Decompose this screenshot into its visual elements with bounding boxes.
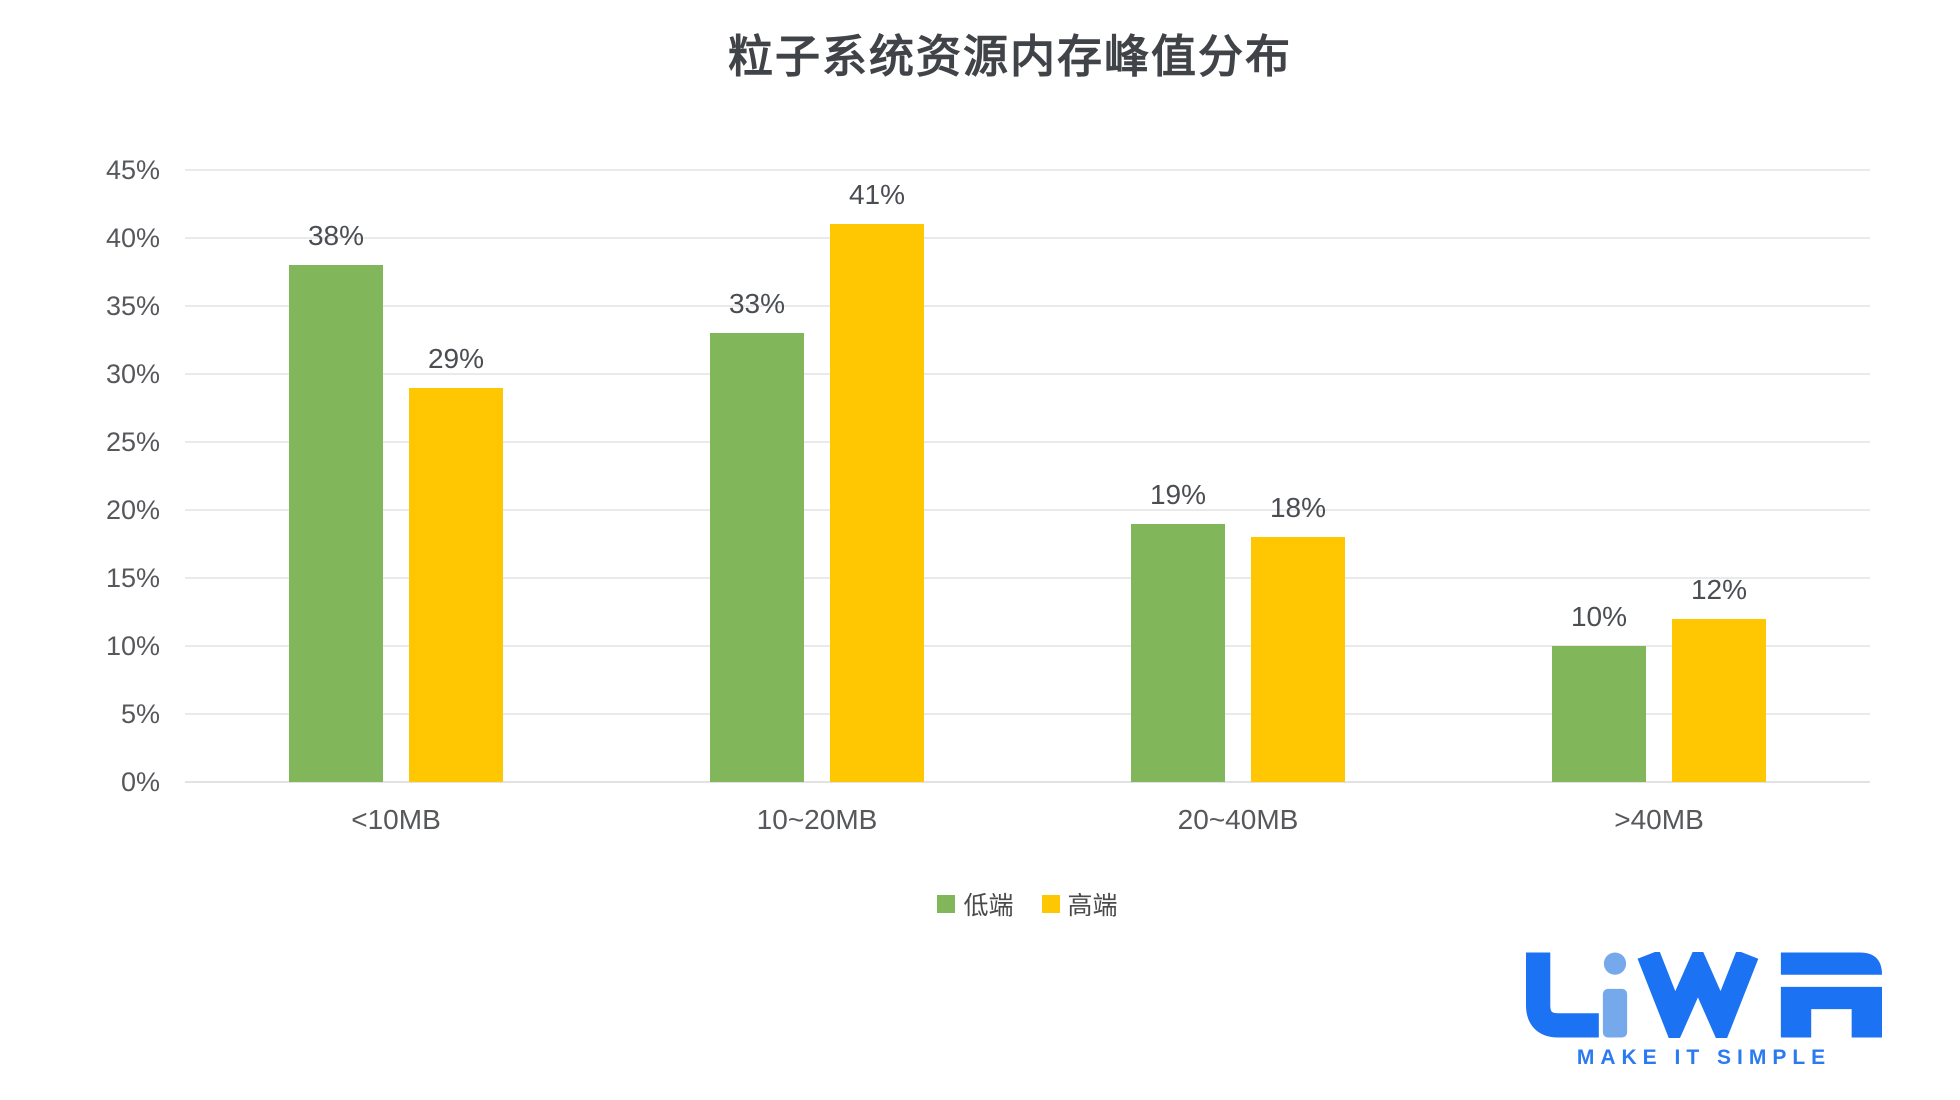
bar-高端-10~20MB — [830, 224, 924, 782]
y-axis-tick-label: 0% — [120, 767, 160, 797]
logo-letter-i-dot — [1603, 952, 1627, 975]
y-axis-tick-label: 5% — [120, 699, 160, 729]
gridline — [185, 237, 1870, 239]
gridline — [185, 305, 1870, 307]
y-axis-tick-label: 15% — [105, 563, 160, 593]
x-axis-category-label: 10~20MB — [756, 804, 878, 835]
y-axis-tick-label: 30% — [105, 359, 160, 389]
legend-label: 低端 — [963, 892, 1014, 920]
liwa-logo: MAKE IT SIMPLE — [1524, 952, 1884, 1070]
bar-低端-<10MB — [289, 265, 383, 782]
gridline — [185, 169, 1870, 171]
bar-高端->40MB — [1672, 619, 1766, 782]
logo-letter-l — [1526, 952, 1599, 1038]
legend: 低端 高端 — [185, 886, 1870, 922]
gridline — [185, 373, 1870, 375]
bar-value-label: 29% — [427, 343, 485, 374]
chart-title: 粒子系统资源内存峰值分布 — [727, 31, 1292, 82]
x-axis-category-label: <10MB — [351, 804, 441, 835]
bar-value-label: 38% — [307, 220, 365, 251]
legend-item-低端: 低端 — [937, 886, 1014, 922]
y-axis-tick-label: 25% — [105, 427, 160, 457]
bar-value-label: 41% — [848, 179, 906, 210]
bar-高端-20~40MB — [1251, 537, 1345, 782]
liwa-logo-mark — [1526, 952, 1882, 1038]
legend-item-高端: 高端 — [1041, 886, 1118, 922]
legend-label: 高端 — [1067, 892, 1118, 920]
bar-value-label: 33% — [728, 288, 786, 319]
x-axis-category-label: 20~40MB — [1177, 804, 1299, 835]
gridline — [185, 645, 1870, 647]
gridline — [185, 713, 1870, 715]
logo-letter-a-roof — [1780, 952, 1882, 975]
gridline — [185, 441, 1870, 443]
gridline — [185, 509, 1870, 511]
legend-swatch-icon — [1041, 895, 1060, 913]
y-axis-tick-label: 40% — [105, 223, 160, 253]
bar-低端->40MB — [1552, 646, 1646, 782]
bar-value-label: 18% — [1269, 492, 1327, 523]
y-axis-tick-label: 35% — [105, 291, 160, 321]
bar-value-label: 12% — [1690, 574, 1748, 605]
logo-tagline: MAKE IT SIMPLE — [1576, 1046, 1832, 1069]
y-axis-labels: 45% 40% 35% 30% 25% 20% 15% 10% 5% 0% — [0, 155, 160, 797]
gridline — [185, 781, 1870, 783]
y-axis-tick-label: 10% — [105, 631, 160, 661]
logo-letter-a-bridge — [1780, 986, 1882, 1038]
logo-letter-i-stem — [1602, 988, 1628, 1038]
y-axis-tick-label: 45% — [105, 155, 160, 185]
y-axis-tick-label: 20% — [105, 495, 160, 525]
bar-value-label: 10% — [1570, 601, 1628, 632]
bar-value-label: 19% — [1149, 479, 1207, 510]
logo-letter-w — [1637, 952, 1759, 1038]
gridline — [185, 577, 1870, 579]
bar-低端-10~20MB — [710, 333, 804, 782]
bar-高端-<10MB — [409, 388, 503, 782]
x-axis-category-label: >40MB — [1614, 804, 1704, 835]
legend-swatch-icon — [937, 895, 956, 913]
bar-低端-20~40MB — [1131, 524, 1225, 782]
plot-area: 38% 33% 19% 10% 29% 41% 18% 12% <10MB 10~20MB 20~4… — [185, 169, 1870, 835]
